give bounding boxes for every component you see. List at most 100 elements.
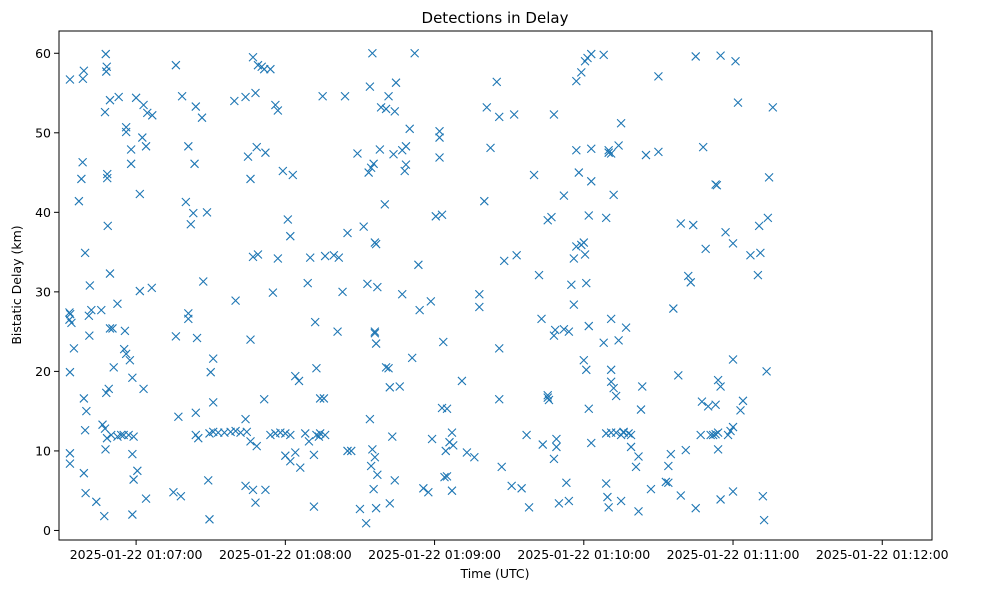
data-point bbox=[353, 149, 362, 158]
data-point bbox=[738, 396, 748, 406]
data-point bbox=[494, 112, 504, 122]
data-point bbox=[193, 433, 203, 443]
data-point bbox=[529, 170, 539, 180]
data-point bbox=[457, 376, 467, 386]
data-point bbox=[198, 277, 208, 286]
data-point bbox=[121, 122, 131, 132]
data-point bbox=[69, 343, 79, 353]
data-point bbox=[426, 297, 436, 306]
data-point bbox=[300, 429, 310, 438]
data-point bbox=[365, 414, 375, 424]
data-point bbox=[108, 324, 117, 333]
data-point bbox=[512, 250, 522, 260]
data-point bbox=[380, 199, 390, 209]
data-point bbox=[438, 337, 448, 347]
data-point bbox=[666, 449, 676, 459]
data-point bbox=[581, 365, 591, 375]
data-point bbox=[65, 309, 75, 319]
data-point bbox=[132, 466, 142, 476]
y-tick-label: 0 bbox=[43, 523, 51, 538]
data-point bbox=[246, 335, 255, 344]
data-point bbox=[142, 108, 152, 118]
y-tick-label: 20 bbox=[35, 364, 51, 379]
data-point bbox=[76, 174, 86, 184]
data-point bbox=[580, 250, 590, 259]
x-tick-label: 2025-01-22 01:07:00 bbox=[70, 547, 203, 562]
data-point bbox=[716, 382, 725, 391]
data-point bbox=[246, 174, 255, 184]
data-point bbox=[494, 394, 504, 404]
data-point bbox=[603, 492, 612, 502]
data-point bbox=[395, 382, 405, 391]
data-point bbox=[177, 91, 187, 101]
data-point bbox=[96, 305, 106, 315]
data-point bbox=[688, 220, 698, 230]
x-axis-ticks: 2025-01-22 01:07:00 2025-01-22 01:08:00 20… bbox=[70, 540, 949, 562]
data-point bbox=[728, 355, 738, 364]
data-point bbox=[601, 479, 611, 488]
data-point bbox=[544, 395, 554, 405]
chart-title: Detections in Delay bbox=[422, 9, 569, 27]
plot-area bbox=[59, 31, 932, 540]
data-point bbox=[387, 432, 397, 441]
data-point bbox=[442, 404, 452, 414]
data-point bbox=[310, 317, 320, 327]
data-point bbox=[486, 143, 495, 153]
data-point bbox=[676, 219, 686, 228]
data-point bbox=[141, 141, 151, 151]
data-point bbox=[405, 124, 415, 134]
data-point bbox=[723, 430, 733, 440]
data-point bbox=[261, 148, 270, 158]
data-point bbox=[312, 363, 321, 373]
data-point bbox=[371, 239, 381, 249]
data-point bbox=[304, 436, 314, 446]
data-point bbox=[343, 446, 352, 456]
data-point bbox=[334, 253, 344, 263]
data-point bbox=[762, 367, 771, 376]
data-point bbox=[370, 452, 380, 462]
data-point bbox=[251, 88, 260, 98]
data-point bbox=[569, 254, 579, 263]
data-point bbox=[268, 288, 278, 298]
data-point bbox=[65, 75, 75, 84]
data-point bbox=[559, 191, 569, 201]
data-point bbox=[147, 283, 157, 293]
data-point bbox=[728, 487, 738, 496]
data-point bbox=[248, 252, 258, 262]
data-point bbox=[248, 52, 258, 62]
x-tick-label: 2025-01-22 01:09:00 bbox=[368, 547, 501, 562]
data-point bbox=[768, 102, 778, 112]
data-point bbox=[205, 429, 214, 438]
data-point bbox=[355, 504, 365, 514]
data-point bbox=[626, 430, 636, 440]
data-point bbox=[566, 280, 576, 290]
data-point bbox=[397, 289, 407, 299]
data-point bbox=[668, 304, 678, 313]
data-point bbox=[81, 488, 91, 498]
data-point bbox=[139, 100, 148, 110]
data-point bbox=[113, 299, 122, 309]
data-point bbox=[253, 250, 263, 259]
data-point bbox=[686, 277, 696, 287]
data-point bbox=[242, 427, 252, 437]
data-point bbox=[415, 305, 425, 315]
data-point bbox=[273, 254, 283, 263]
data-point bbox=[312, 430, 321, 440]
data-point bbox=[606, 149, 616, 158]
x-tick-label: 2025-01-22 01:08:00 bbox=[219, 547, 352, 562]
data-point bbox=[231, 296, 240, 305]
data-point bbox=[81, 406, 91, 416]
data-point bbox=[549, 454, 559, 464]
data-point bbox=[79, 66, 89, 76]
data-point bbox=[126, 145, 136, 154]
data-point bbox=[564, 327, 574, 337]
data-point bbox=[726, 426, 735, 436]
x-tick-label: 2025-01-22 01:10:00 bbox=[517, 547, 650, 562]
data-points bbox=[65, 48, 778, 528]
data-point bbox=[663, 478, 673, 488]
data-point bbox=[385, 499, 395, 508]
data-point bbox=[114, 92, 124, 102]
data-point bbox=[266, 64, 275, 74]
data-point bbox=[384, 363, 393, 373]
